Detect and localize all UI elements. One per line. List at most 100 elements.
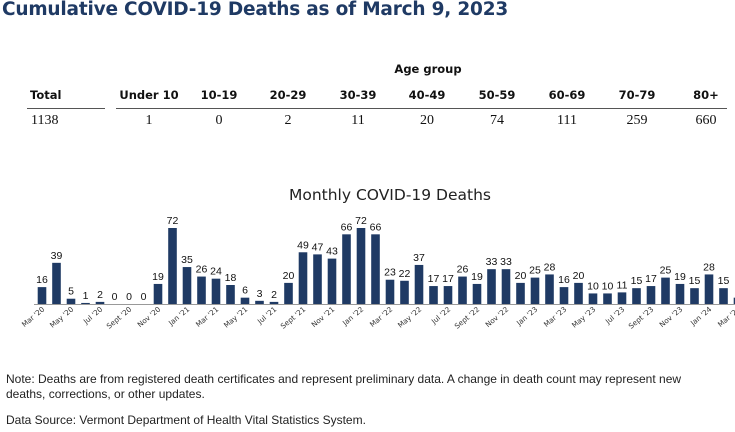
data-label: 6 xyxy=(242,285,248,297)
data-label: 0 xyxy=(126,291,132,303)
data-label: 10 xyxy=(602,280,614,292)
age-column-value: 1 xyxy=(145,113,153,128)
bar xyxy=(733,297,735,304)
data-label: 2 xyxy=(97,289,103,301)
bar xyxy=(226,285,235,304)
age-group-header: Age group xyxy=(394,62,462,76)
data-label: 2 xyxy=(271,289,277,301)
bar xyxy=(298,252,308,304)
bar xyxy=(400,280,409,304)
bar xyxy=(501,269,511,304)
data-label: 25 xyxy=(660,265,672,277)
total-header: Total xyxy=(30,88,62,102)
bar xyxy=(574,282,583,304)
bar xyxy=(182,267,192,304)
data-label: 17 xyxy=(442,273,454,285)
age-column-value: 111 xyxy=(557,113,577,128)
age-column-value: 11 xyxy=(351,113,365,128)
x-tick-label: Jul '23 xyxy=(603,305,626,327)
bar xyxy=(255,300,264,304)
bar xyxy=(632,288,641,304)
data-label: 15 xyxy=(689,275,701,287)
x-tick-label: Mar '23 xyxy=(542,305,568,329)
x-tick-label: Sept '20 xyxy=(105,304,134,330)
x-tick-label: Nov '23 xyxy=(657,305,684,330)
x-tick-label: Jan '23 xyxy=(514,305,539,328)
x-tick-label: May '21 xyxy=(222,305,249,330)
bar xyxy=(356,228,366,304)
data-label: 10 xyxy=(587,280,599,292)
data-label: 18 xyxy=(225,272,237,284)
age-column-header: 20-29 xyxy=(269,88,307,102)
age-column-header: 10-19 xyxy=(200,88,238,102)
bar xyxy=(472,283,482,304)
data-label: 3 xyxy=(257,288,263,300)
data-label: 23 xyxy=(384,267,396,279)
x-tick-label: Jan '24 xyxy=(688,304,714,328)
x-tick-label: May '20 xyxy=(48,304,76,329)
data-label: 11 xyxy=(617,279,628,291)
x-tick-label: Nov '21 xyxy=(309,305,336,330)
x-tick-label: Nov '20 xyxy=(135,304,162,329)
age-column-value: 74 xyxy=(490,113,504,128)
x-tick-label: Jan '21 xyxy=(166,305,191,328)
data-label: 20 xyxy=(515,270,527,282)
data-label: 15 xyxy=(631,275,643,287)
bar xyxy=(646,286,656,304)
bar xyxy=(240,297,250,304)
age-group-underline xyxy=(116,108,727,109)
data-label: 47 xyxy=(312,241,324,253)
age-column-value: 20 xyxy=(420,113,434,128)
data-label: 35 xyxy=(181,254,193,266)
data-label: 28 xyxy=(544,261,556,273)
x-tick-label: Mar '20 xyxy=(20,304,47,329)
bar xyxy=(661,277,670,304)
bar xyxy=(284,282,293,304)
bar xyxy=(414,264,424,304)
bar xyxy=(704,274,714,304)
data-label: 25 xyxy=(529,265,541,277)
x-tick-label: Jul '20 xyxy=(81,304,105,326)
x-tick-label: Mar '22 xyxy=(368,305,394,329)
bar xyxy=(81,302,90,304)
data-label: 22 xyxy=(399,268,411,280)
age-column-header: 30-39 xyxy=(339,88,377,102)
total-value: 1138 xyxy=(31,113,59,128)
bar xyxy=(690,288,699,304)
data-label: 16 xyxy=(36,274,48,286)
total-underline xyxy=(27,108,105,109)
x-tick-label: May '23 xyxy=(570,305,597,330)
data-label: 24 xyxy=(210,266,222,278)
bar xyxy=(168,228,177,304)
age-column-value: 0 xyxy=(215,113,223,128)
page-title: Cumulative COVID-19 Deaths as of March 9… xyxy=(2,0,509,20)
bar xyxy=(487,269,496,304)
age-column-value: 660 xyxy=(695,113,717,128)
bar xyxy=(516,282,525,304)
age-column-value: 2 xyxy=(284,113,292,128)
age-column-header: 70-79 xyxy=(618,88,656,102)
age-column-header: 40-49 xyxy=(408,88,446,102)
bar xyxy=(385,279,395,304)
x-tick-label: Nov '22 xyxy=(483,305,510,330)
data-label: 26 xyxy=(196,264,208,276)
data-label: 72 xyxy=(167,215,179,227)
data-label: 20 xyxy=(283,270,295,282)
data-label: 19 xyxy=(152,271,164,283)
x-tick-label: Jul '22 xyxy=(429,305,452,327)
data-label: 72 xyxy=(355,215,367,227)
bar xyxy=(719,288,728,304)
note-text: Note: Deaths are from registered death c… xyxy=(6,372,682,401)
bar xyxy=(603,293,612,304)
bar xyxy=(559,287,569,304)
age-column-value: 259 xyxy=(626,113,648,128)
bar xyxy=(313,254,322,304)
x-tick-label: Jul '21 xyxy=(255,305,278,327)
bar xyxy=(429,286,438,304)
bar xyxy=(269,301,279,304)
data-label: 5 xyxy=(68,286,74,298)
data-label: 26 xyxy=(457,264,469,276)
data-label: 16 xyxy=(558,274,570,286)
bar xyxy=(66,298,76,304)
bar xyxy=(545,274,554,304)
